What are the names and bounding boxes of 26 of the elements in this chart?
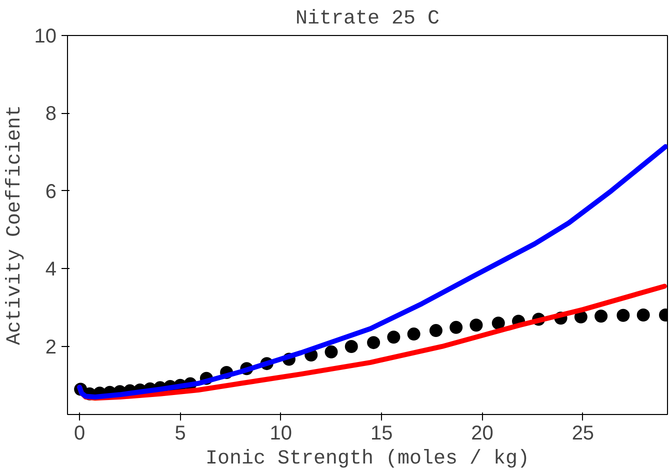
- point: [407, 328, 420, 341]
- point: [636, 308, 650, 322]
- point: [324, 345, 338, 358]
- y-tick-label: 4: [45, 258, 56, 281]
- point: [429, 324, 442, 338]
- x-tick-label: 25: [572, 422, 594, 444]
- point: [367, 336, 380, 350]
- x-tick-label: 15: [370, 422, 393, 444]
- x-tick-label: 0: [74, 422, 86, 444]
- chart-title: Nitrate 25 C: [295, 8, 440, 30]
- y-axis-title: Activity Coefficient: [3, 104, 26, 346]
- point: [344, 340, 358, 353]
- y-tick-label: 8: [45, 103, 56, 126]
- point: [492, 316, 505, 330]
- point: [387, 330, 400, 344]
- point: [594, 310, 608, 323]
- point: [616, 308, 630, 322]
- x-axis-title: Ionic Strength (moles / kg): [205, 448, 530, 470]
- x-tick-label: 5: [174, 422, 186, 444]
- y-tick-label: 10: [34, 26, 57, 48]
- y-tick-label: 6: [45, 180, 56, 203]
- point: [470, 318, 483, 332]
- y-tick-label: 2: [45, 336, 56, 358]
- x-tick-label: 20: [471, 422, 494, 444]
- point: [450, 320, 463, 334]
- x-tick-label: 10: [270, 422, 292, 444]
